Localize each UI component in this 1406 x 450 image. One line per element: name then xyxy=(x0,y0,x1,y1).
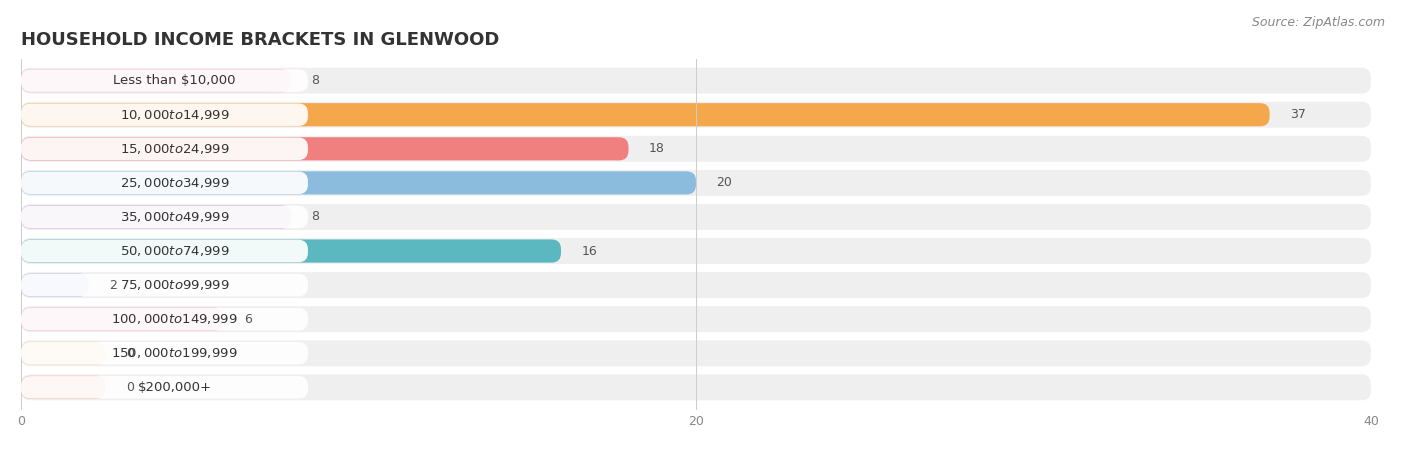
Text: $15,000 to $24,999: $15,000 to $24,999 xyxy=(120,142,229,156)
Text: 2: 2 xyxy=(108,279,117,292)
FancyBboxPatch shape xyxy=(21,376,308,399)
FancyBboxPatch shape xyxy=(21,240,308,262)
FancyBboxPatch shape xyxy=(21,308,308,330)
FancyBboxPatch shape xyxy=(21,238,1371,264)
FancyBboxPatch shape xyxy=(21,103,1270,126)
FancyBboxPatch shape xyxy=(21,137,628,160)
FancyBboxPatch shape xyxy=(21,205,291,229)
Text: $150,000 to $199,999: $150,000 to $199,999 xyxy=(111,346,238,360)
Text: 20: 20 xyxy=(716,176,733,189)
Text: 37: 37 xyxy=(1289,108,1306,121)
Text: 0: 0 xyxy=(125,347,134,360)
FancyBboxPatch shape xyxy=(21,274,89,297)
Text: 0: 0 xyxy=(125,381,134,394)
FancyBboxPatch shape xyxy=(21,170,1371,196)
Text: Source: ZipAtlas.com: Source: ZipAtlas.com xyxy=(1251,16,1385,29)
FancyBboxPatch shape xyxy=(21,204,1371,230)
FancyBboxPatch shape xyxy=(21,206,308,228)
FancyBboxPatch shape xyxy=(21,272,1371,298)
Text: $50,000 to $74,999: $50,000 to $74,999 xyxy=(120,244,229,258)
Text: $100,000 to $149,999: $100,000 to $149,999 xyxy=(111,312,238,326)
FancyBboxPatch shape xyxy=(21,68,1371,94)
Text: Less than $10,000: Less than $10,000 xyxy=(114,74,236,87)
FancyBboxPatch shape xyxy=(21,274,308,297)
Text: $35,000 to $49,999: $35,000 to $49,999 xyxy=(120,210,229,224)
Text: 18: 18 xyxy=(648,142,665,155)
FancyBboxPatch shape xyxy=(21,69,291,92)
FancyBboxPatch shape xyxy=(21,342,308,364)
Text: HOUSEHOLD INCOME BRACKETS IN GLENWOOD: HOUSEHOLD INCOME BRACKETS IN GLENWOOD xyxy=(21,31,499,49)
Text: $25,000 to $34,999: $25,000 to $34,999 xyxy=(120,176,229,190)
FancyBboxPatch shape xyxy=(21,138,308,160)
FancyBboxPatch shape xyxy=(21,136,1371,162)
FancyBboxPatch shape xyxy=(21,342,105,365)
Text: $10,000 to $14,999: $10,000 to $14,999 xyxy=(120,108,229,122)
FancyBboxPatch shape xyxy=(21,104,308,126)
FancyBboxPatch shape xyxy=(21,171,308,194)
FancyBboxPatch shape xyxy=(21,306,1371,332)
FancyBboxPatch shape xyxy=(21,239,561,263)
Text: $75,000 to $99,999: $75,000 to $99,999 xyxy=(120,278,229,292)
FancyBboxPatch shape xyxy=(21,69,308,92)
FancyBboxPatch shape xyxy=(21,171,696,194)
FancyBboxPatch shape xyxy=(21,308,224,331)
Text: $200,000+: $200,000+ xyxy=(138,381,212,394)
FancyBboxPatch shape xyxy=(21,376,105,399)
Text: 8: 8 xyxy=(311,74,319,87)
Text: 16: 16 xyxy=(581,244,598,257)
FancyBboxPatch shape xyxy=(21,340,1371,366)
FancyBboxPatch shape xyxy=(21,374,1371,400)
FancyBboxPatch shape xyxy=(21,102,1371,128)
Text: 6: 6 xyxy=(243,313,252,326)
Text: 8: 8 xyxy=(311,211,319,224)
